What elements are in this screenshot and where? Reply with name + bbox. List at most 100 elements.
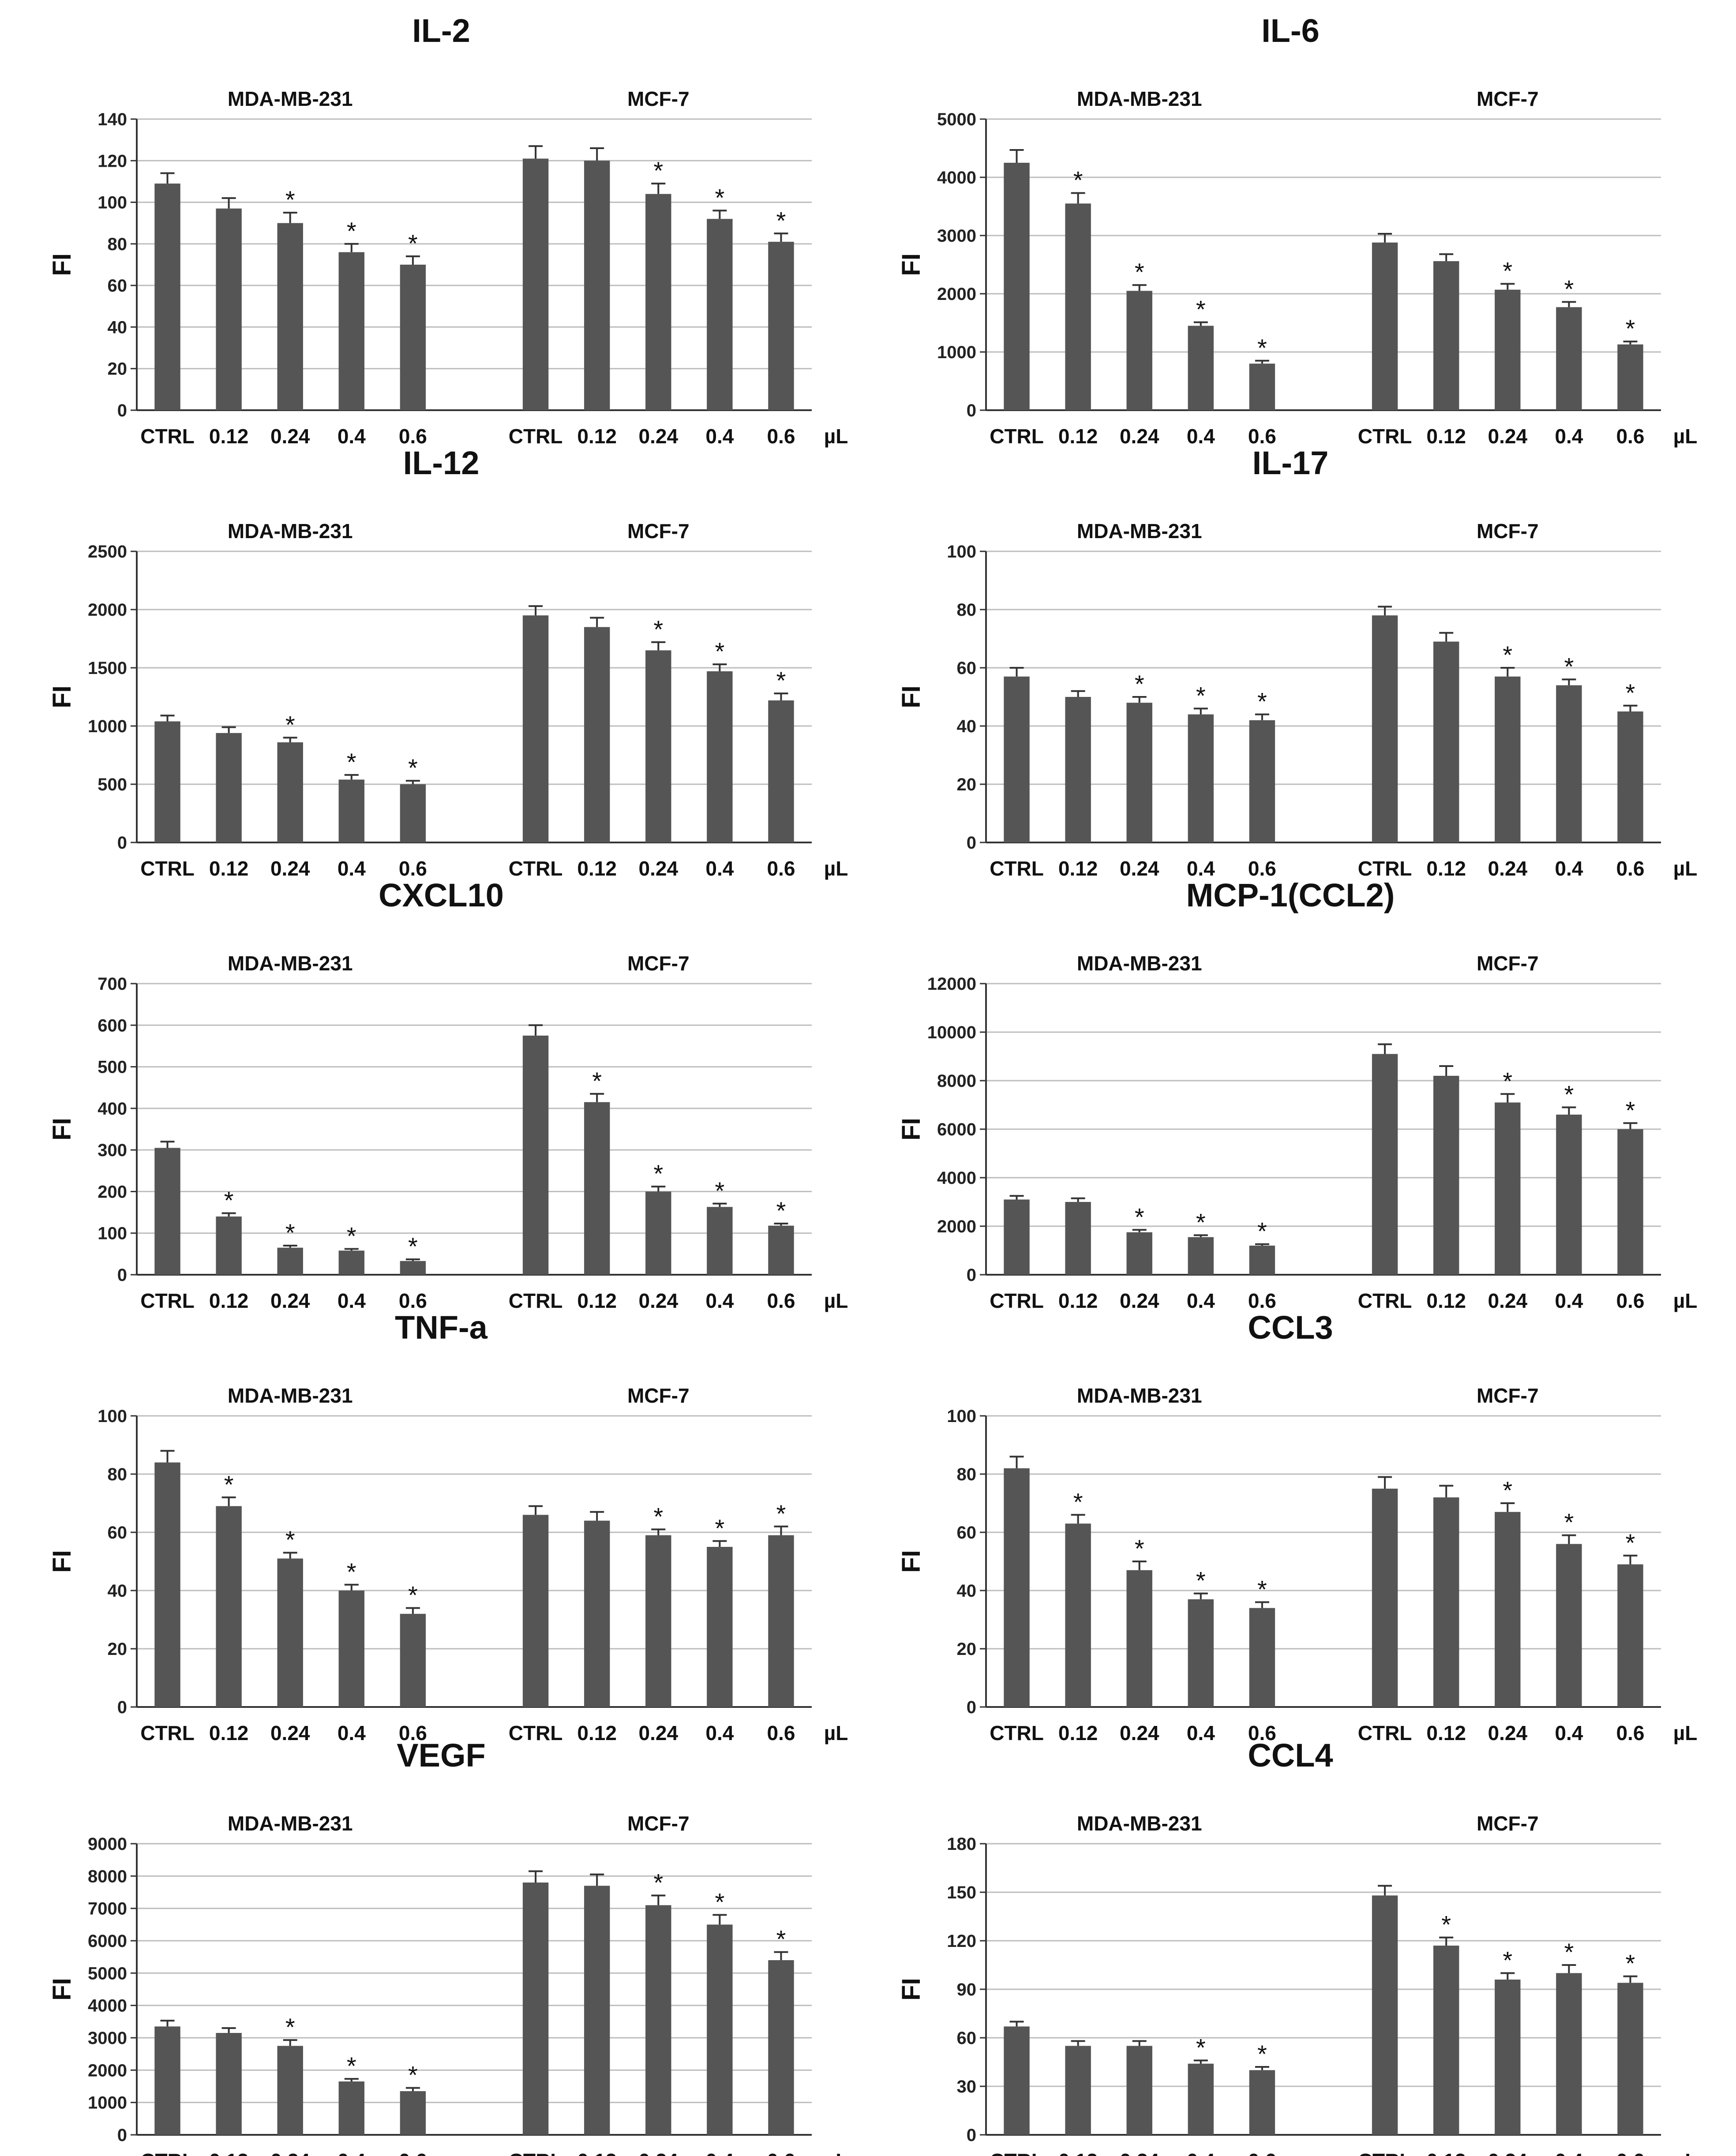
significance-mark: *	[1135, 258, 1144, 286]
significance-mark: *	[1196, 2033, 1206, 2061]
x-tick-label: 0.4	[1555, 1722, 1583, 1744]
significance-mark: *	[224, 1186, 234, 1214]
x-tick-label: CTRL	[509, 2149, 563, 2156]
x-tick-label: 0.6	[767, 1722, 795, 1744]
y-tick-label: 100	[97, 193, 127, 213]
bar	[645, 650, 671, 842]
x-tick-label: 0.12	[577, 1722, 617, 1744]
group-label: MCF-7	[627, 1812, 690, 1835]
y-tick-label: 1000	[88, 2093, 127, 2113]
significance-mark: *	[1503, 641, 1512, 669]
x-tick-label: 0.24	[270, 1289, 310, 1312]
bar	[154, 721, 180, 842]
group-label: MCF-7	[627, 87, 690, 110]
bar	[1249, 1608, 1275, 1707]
x-tick-label: 0.6	[767, 425, 795, 448]
bar	[154, 183, 180, 411]
x-tick-label: 0.12	[1426, 1289, 1466, 1312]
x-tick-label: CTRL	[990, 2149, 1044, 2156]
y-tick-label: 90	[957, 1980, 977, 1999]
x-tick-label: 0.6	[1248, 1722, 1276, 1744]
bar	[584, 627, 610, 842]
bar	[1372, 1895, 1398, 2135]
dose-unit-label: µL	[1673, 857, 1698, 880]
x-tick-label: 0.24	[639, 857, 679, 880]
bar	[1065, 1523, 1091, 1707]
chart-title: CCL3	[1248, 1309, 1333, 1346]
y-tick-label: 40	[108, 318, 127, 337]
x-tick-label: 0.4	[1187, 1289, 1215, 1312]
chart-title: IL-6	[1261, 12, 1320, 49]
x-tick-label: 0.24	[1488, 2149, 1528, 2156]
significance-mark: *	[592, 1067, 602, 1095]
y-axis-label: FI	[897, 1978, 926, 2001]
y-tick-label: 100	[947, 1407, 976, 1426]
group-label: MDA-MB-231	[1077, 952, 1202, 975]
x-tick-label: 0.4	[1555, 2149, 1583, 2156]
significance-mark: *	[1564, 1938, 1574, 1966]
bar	[154, 1462, 180, 1707]
bar	[768, 700, 794, 842]
bar	[1556, 685, 1582, 842]
y-tick-label: 500	[97, 1058, 127, 1077]
x-tick-label: 0.4	[1187, 2149, 1215, 2156]
bar	[216, 1216, 242, 1275]
group-label: MDA-MB-231	[1077, 1384, 1202, 1407]
bar	[1065, 697, 1091, 842]
x-tick-label: 0.12	[577, 425, 617, 448]
x-tick-label: 0.24	[1120, 2149, 1159, 2156]
group-label: MDA-MB-231	[228, 1384, 353, 1407]
y-tick-label: 3000	[88, 2029, 127, 2048]
x-tick-label: 0.6	[1248, 857, 1276, 880]
x-tick-label: 0.4	[705, 1289, 734, 1312]
x-tick-label: 0.4	[1555, 1289, 1583, 1312]
significance-mark: *	[347, 1222, 356, 1250]
x-tick-label: 0.12	[1426, 857, 1466, 880]
y-tick-label: 80	[108, 1465, 127, 1484]
x-tick-label: 0.6	[1616, 1289, 1644, 1312]
bar	[584, 1886, 610, 2135]
y-axis-label: FI	[897, 1118, 926, 1141]
significance-mark: *	[776, 1925, 786, 1953]
y-tick-label: 12000	[927, 974, 976, 994]
bar	[768, 1960, 794, 2135]
significance-mark: *	[776, 1197, 786, 1224]
y-tick-label: 60	[108, 1523, 127, 1542]
x-tick-label: 0.12	[577, 1289, 617, 1312]
group-label: MCF-7	[1477, 1812, 1539, 1835]
significance-mark: *	[1196, 681, 1206, 709]
x-tick-label: 0.12	[1426, 425, 1466, 448]
chart-title: CXCL10	[379, 877, 504, 913]
bar	[707, 671, 733, 842]
y-axis-label: FI	[897, 253, 926, 276]
x-tick-label: 0.4	[705, 425, 734, 448]
significance-mark: *	[715, 1177, 724, 1205]
chart-panel-tnf-a: TNF-a 0 20 40 60 80 100 FI MDA-MB-231 CTRL * 0.12 * 0…	[48, 1309, 848, 1744]
x-tick-label: 0.24	[270, 1722, 310, 1744]
x-tick-label: 0.6	[1248, 1289, 1276, 1312]
significance-mark: *	[1073, 166, 1083, 194]
bar	[1065, 2046, 1091, 2135]
significance-mark: *	[408, 1232, 418, 1260]
bar	[707, 1924, 733, 2135]
bar	[1188, 1237, 1214, 1275]
y-tick-label: 0	[967, 1265, 976, 1285]
x-tick-label: 0.4	[1555, 425, 1583, 448]
x-tick-label: CTRL	[1358, 1289, 1412, 1312]
significance-mark: *	[653, 157, 663, 184]
y-tick-label: 60	[957, 1523, 977, 1542]
y-tick-label: 200	[97, 1182, 127, 1202]
bar	[1249, 1246, 1275, 1275]
x-tick-label: 0.24	[639, 425, 679, 448]
x-tick-label: 0.6	[1616, 425, 1644, 448]
chart-title: IL-12	[403, 445, 480, 481]
y-tick-label: 6000	[88, 1931, 127, 1951]
y-tick-label: 7000	[88, 1899, 127, 1919]
bar	[400, 784, 426, 842]
bar	[277, 223, 303, 410]
bar	[1004, 676, 1030, 842]
y-axis-label: FI	[48, 253, 76, 276]
x-tick-label: 0.24	[1488, 1722, 1528, 1744]
x-tick-label: CTRL	[140, 425, 195, 448]
bar	[216, 1506, 242, 1707]
